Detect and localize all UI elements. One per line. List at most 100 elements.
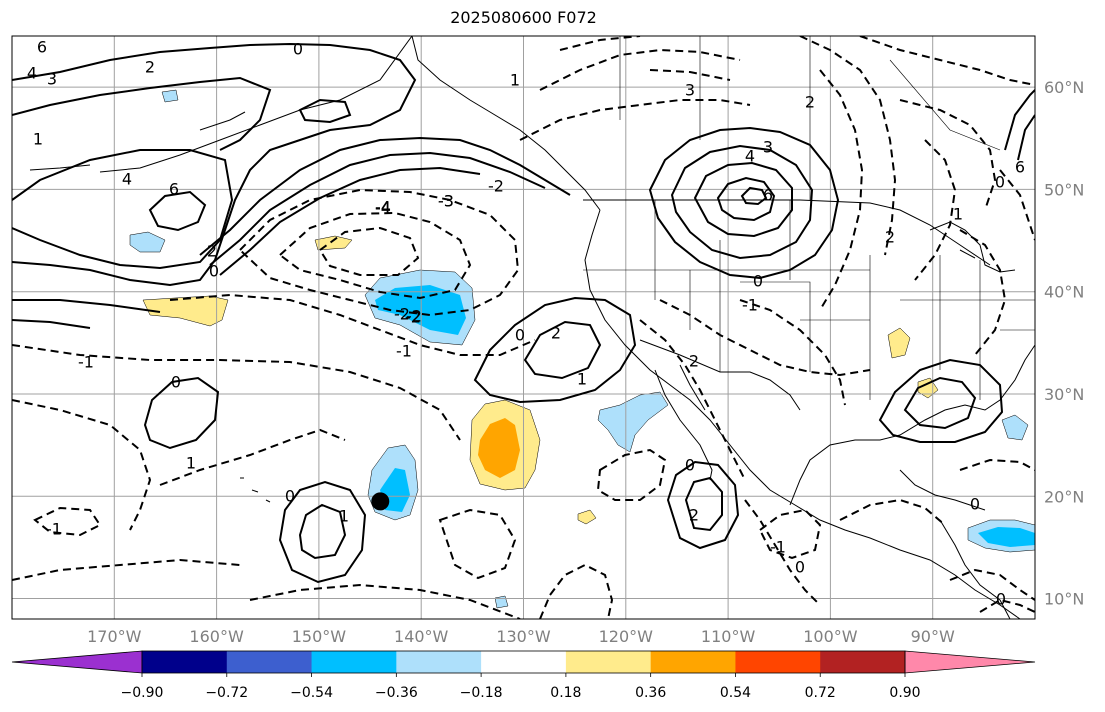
shade-lightblue-l [494, 595, 509, 609]
contour-label: 2 [885, 228, 895, 247]
contour-label: 6 [37, 38, 47, 57]
map-title: 2025080600 F072 [450, 8, 597, 27]
colorbar-bin [650, 651, 736, 673]
contour-label: 4 [745, 147, 755, 166]
contour-label: 3 [763, 138, 773, 157]
contour-label: -4 [375, 199, 391, 218]
gulf-coast [789, 344, 1035, 506]
contour-label: 1 [186, 454, 196, 473]
colorbar-tick-label: 0.18 [550, 685, 581, 701]
hawaii-islands [240, 477, 271, 503]
contour-label: 6 [763, 186, 773, 205]
contour-solid-west-high-d [12, 299, 161, 329]
contour-label: -2 [394, 305, 410, 324]
colorbar-tick-label: 0.36 [635, 685, 666, 701]
contour-label: 0 [970, 495, 980, 514]
contour-label: 0 [753, 272, 763, 291]
latitude-label: 30°N [1044, 385, 1084, 404]
contour-label: 0 [996, 590, 1006, 609]
alaska-coast [99, 36, 601, 211]
contour-dashed-neg-pac-h [159, 428, 346, 486]
contour-solid-west-high-b [12, 149, 234, 270]
contour-solid-ne-high [1004, 89, 1035, 161]
contour-label: -1 [770, 538, 786, 557]
contour-solid-central-us-high-2 [670, 144, 814, 260]
contour-dashed-car-a [959, 458, 1035, 471]
contour-label: -2 [406, 307, 422, 326]
contour-label: 2 [689, 506, 699, 525]
contour-label: 0 [995, 173, 1005, 192]
colorbar-tick-label: −0.36 [375, 685, 418, 701]
shade-lightblue-f [597, 391, 669, 453]
colorbar-bin [396, 651, 482, 673]
shade-yellow-k [577, 509, 597, 525]
contour-solid-west-high-a [12, 76, 272, 151]
us-canada-border [583, 199, 991, 266]
longitude-label: 140°W [394, 627, 449, 646]
gridlines [12, 36, 1035, 619]
contour-dashed-east-b [819, 69, 864, 311]
contour-dashed-neg-pac-e [12, 344, 461, 441]
contour-solid-central-us-high-4 [716, 176, 776, 222]
contour-solid-west-small [143, 376, 220, 450]
longitude-label: 150°W [292, 627, 347, 646]
contour-label: 6 [1015, 158, 1025, 177]
latitude-label: 50°N [1044, 180, 1084, 199]
shade-yellow-a [142, 295, 229, 327]
contour-solid-gulf-high-in [903, 376, 977, 430]
contour-dashed-mex-c [839, 498, 946, 526]
longitude-label: 170°W [87, 627, 142, 646]
contour-label: 0 [285, 487, 295, 506]
contour-dashed-east-d [899, 99, 997, 211]
longitude-label: 120°W [599, 627, 654, 646]
colorbar-bin [735, 651, 821, 673]
contour-lines [12, 36, 1035, 619]
colorbar-bin [820, 651, 906, 673]
longitude-label: 160°W [189, 627, 244, 646]
contour-solid-east-pac-high [473, 296, 637, 404]
latitude-label: 20°N [1044, 487, 1084, 506]
contour-solid-low-lat-b-in [684, 476, 723, 532]
longitude-labels: 170°W 160°W 150°W 140°W 130°W 120°W 110°W 100°W… [87, 627, 955, 646]
contour-solid-gulf-ak [12, 42, 417, 287]
shade-orange-d [478, 418, 520, 478]
contour-dashed-mex-a [744, 499, 821, 606]
contour-label: 4 [27, 64, 37, 83]
contour-dashed-neg-pac-b [278, 211, 472, 300]
contour-label: 2 [551, 324, 561, 343]
contour-label: 3 [47, 70, 57, 89]
contour-dashed-car-b [949, 568, 1035, 601]
contour-label: -4 [375, 198, 391, 217]
aleutians [29, 111, 246, 171]
contour-dashed-east-g [999, 169, 1035, 241]
contour-dashed-neg-pac-a [238, 188, 520, 317]
contour-label: -1 [46, 520, 62, 539]
shade-lightblue-a [129, 231, 166, 253]
contour-solid-west-high-c [148, 190, 207, 232]
contour-dashed-cent-b [596, 448, 667, 501]
contour-label: 1 [339, 507, 349, 526]
contour-label: -1 [742, 296, 758, 315]
latitude-label: 10°N [1044, 590, 1084, 609]
colorbar-extend-low [11, 650, 143, 674]
contour-solid-east-pac-high-in [523, 320, 602, 380]
contour-dashed-neg-pac-f [12, 399, 152, 531]
contour-label: -2 [488, 177, 504, 196]
contour-label: 1 [953, 205, 963, 224]
contour-label: 0 [209, 262, 219, 281]
contour-label: 4 [122, 170, 132, 189]
contour-dashed-sw-us-c [739, 299, 846, 406]
north-america-west-coast [584, 209, 1021, 619]
yucatan [899, 469, 986, 511]
longitude-label: 130°W [496, 627, 551, 646]
canada-provinces [619, 36, 1001, 200]
contour-dashed-west-coast-c [559, 36, 731, 81]
contour-label: 1 [510, 71, 520, 90]
contour-label: -3 [438, 192, 454, 211]
contour-dashed-sw-us-b [659, 299, 871, 377]
contour-label: 2 [207, 242, 217, 261]
longitude-label: 100°W [803, 627, 858, 646]
shade-lightblue-j [1001, 414, 1029, 441]
contour-label: 0 [293, 40, 303, 59]
contour-label: -1 [396, 342, 412, 361]
